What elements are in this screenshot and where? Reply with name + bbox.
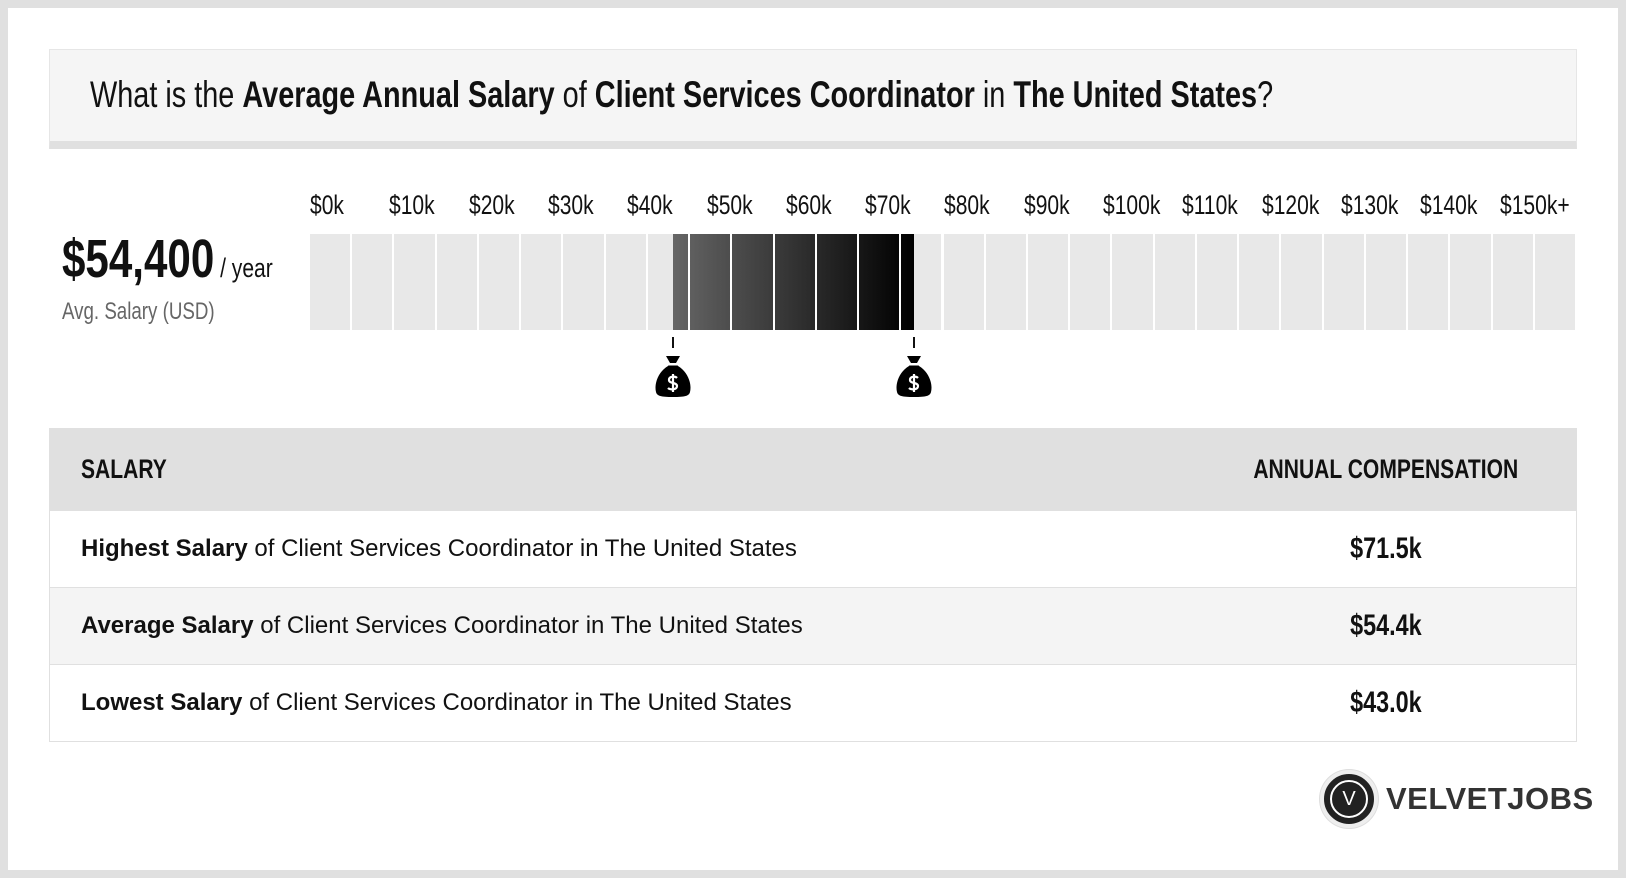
bar-segment [1154, 234, 1195, 330]
tick-label: $40k [627, 190, 673, 220]
tick-label: $10k [389, 190, 435, 220]
tick-label: $80k [944, 190, 991, 220]
bar-segment [1450, 234, 1491, 330]
bar-segment [1239, 234, 1280, 330]
table-header: SALARY ANNUAL COMPENSATION [49, 428, 1577, 511]
bar-segment [1323, 234, 1364, 330]
bar-segment [943, 234, 984, 330]
bar-segment [1112, 234, 1153, 330]
question-title: What is the Average Annual Salary of Cli… [90, 74, 1274, 115]
bar-segment [352, 234, 393, 330]
bar-segment [563, 234, 604, 330]
tick-labels: $0k $10k $20k $30k $40k $50k $60k $70k $80k $90k $… [310, 190, 1577, 220]
tick-label: $120k [1261, 190, 1319, 220]
bar-segment [1408, 234, 1449, 330]
bar-segment [1196, 234, 1238, 330]
tick-label: $90k [1023, 190, 1070, 220]
bar-segment [1070, 234, 1111, 330]
bar-segment [985, 234, 1026, 330]
tick-label: $150k+ [1499, 190, 1570, 220]
table-row-lowest: Lowest Salary of Client Services Coordin… [49, 664, 1577, 742]
bar-fill [732, 234, 773, 330]
bar-segment [521, 234, 562, 330]
tick-label: $60k [785, 190, 832, 220]
money-bag-icon [653, 337, 693, 403]
tick-label: $30k [547, 190, 594, 220]
bar-fill [690, 234, 731, 330]
bar-segment [1281, 234, 1322, 330]
bar-segment [478, 234, 520, 330]
logo-mark: V [1320, 770, 1378, 828]
per-year: / year [214, 253, 273, 283]
velvetjobs-logo: V VELVETJOBS [1320, 770, 1594, 828]
avg-salary-label: Avg. Salary (USD) [62, 298, 215, 325]
tick-label: $100k [1103, 190, 1161, 220]
table-row-highest: Highest Salary of Client Services Coordi… [49, 510, 1577, 588]
tick-label: $110k [1182, 190, 1239, 220]
salary-range-bar [310, 234, 1577, 330]
bar-fill [673, 234, 689, 330]
money-bag-icon [894, 337, 934, 403]
tick-label: $70k [865, 190, 911, 220]
bar-segment [394, 234, 435, 330]
bar-fill [774, 234, 815, 330]
bar-segment [310, 234, 351, 330]
bar-segment [605, 234, 646, 330]
bar-fill [901, 234, 914, 330]
bar-segment [1492, 234, 1533, 330]
tick-label: $130k [1340, 190, 1399, 220]
salary-amount: $54,400 [62, 229, 215, 289]
bar-segment [1027, 234, 1069, 330]
average-salary: $54,400 / year [62, 228, 332, 290]
table-row-average: Average Salary of Client Services Coordi… [49, 587, 1577, 665]
salary-table: SALARY ANNUAL COMPENSATION Highest Salar… [49, 428, 1577, 742]
tick-label: $140k [1420, 190, 1478, 220]
bar-fill [816, 234, 858, 330]
question-header: What is the Average Annual Salary of Cli… [49, 49, 1577, 149]
tick-label: $20k [468, 190, 515, 220]
bar-segment [1534, 234, 1575, 330]
bar-segment [1365, 234, 1407, 330]
bar-segment [436, 234, 477, 330]
tick-label: $50k [706, 190, 753, 220]
tick-label: $0k [310, 190, 344, 220]
bar-fill [859, 234, 900, 330]
